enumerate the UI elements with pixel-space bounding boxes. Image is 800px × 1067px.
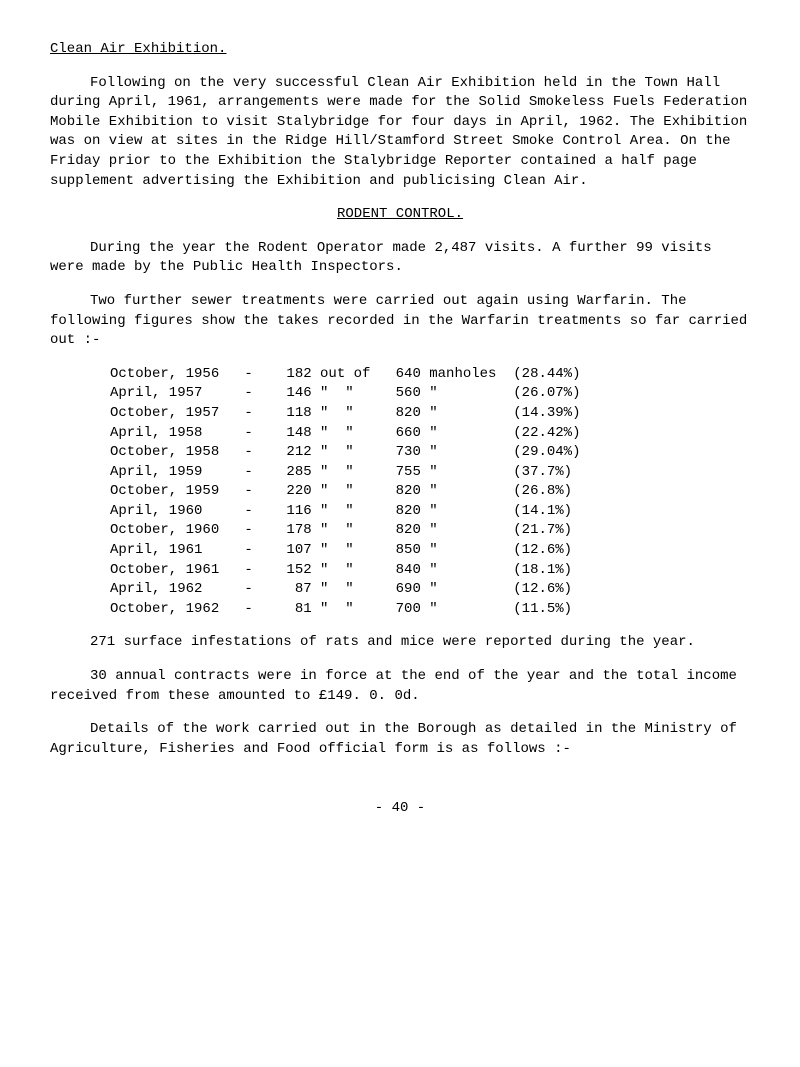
rodent-para-visits: During the year the Rodent Operator made…	[50, 239, 750, 278]
table-row: October, 1960 - 178 " " 820 " (21.7%)	[110, 521, 750, 541]
page-number: - 40 -	[50, 799, 750, 819]
table-row: October, 1958 - 212 " " 730 " (29.04%)	[110, 443, 750, 463]
clean-air-title: Clean Air Exhibition.	[50, 40, 750, 60]
table-row: April, 1959 - 285 " " 755 " (37.7%)	[110, 463, 750, 483]
table-row: April, 1957 - 146 " " 560 " (26.07%)	[110, 384, 750, 404]
table-row: October, 1961 - 152 " " 840 " (18.1%)	[110, 561, 750, 581]
details-para: Details of the work carried out in the B…	[50, 720, 750, 759]
clean-air-paragraph: Following on the very successful Clean A…	[50, 74, 750, 192]
rodent-para-treatments: Two further sewer treatments were carrie…	[50, 292, 750, 351]
table-row: April, 1960 - 116 " " 820 " (14.1%)	[110, 502, 750, 522]
table-row: October, 1957 - 118 " " 820 " (14.39%)	[110, 404, 750, 424]
table-row: April, 1961 - 107 " " 850 " (12.6%)	[110, 541, 750, 561]
annual-contracts-para: 30 annual contracts were in force at the…	[50, 667, 750, 706]
rodent-title: RODENT CONTROL.	[50, 205, 750, 225]
table-row: April, 1958 - 148 " " 660 " (22.42%)	[110, 424, 750, 444]
warfarin-table: October, 1956 - 182 out of 640 manholes …	[110, 365, 750, 620]
surface-infestations-para: 271 surface infestations of rats and mic…	[50, 633, 750, 653]
table-row: April, 1962 - 87 " " 690 " (12.6%)	[110, 580, 750, 600]
table-row: October, 1959 - 220 " " 820 " (26.8%)	[110, 482, 750, 502]
table-row: October, 1962 - 81 " " 700 " (11.5%)	[110, 600, 750, 620]
table-row: October, 1956 - 182 out of 640 manholes …	[110, 365, 750, 385]
